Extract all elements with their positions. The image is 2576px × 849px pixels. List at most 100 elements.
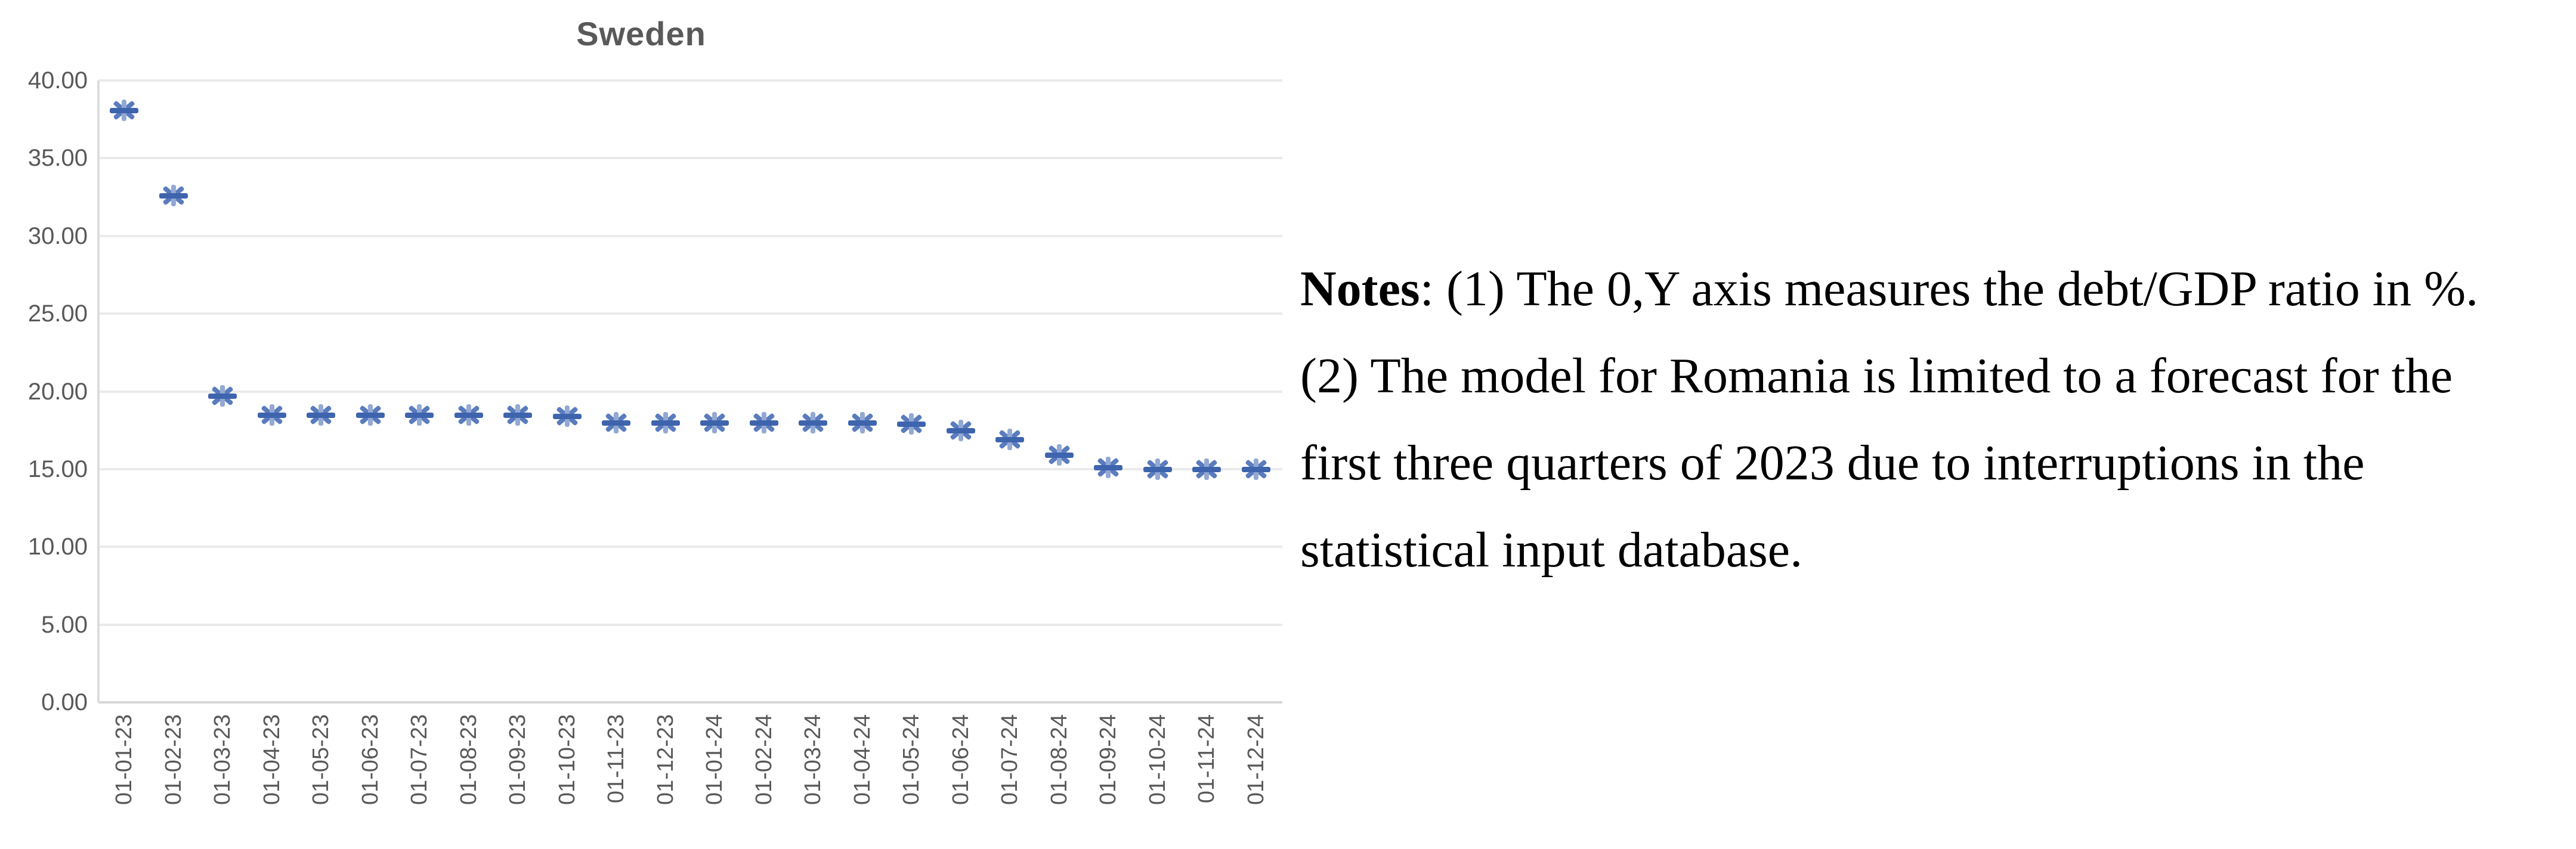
gridline xyxy=(98,701,1282,704)
chart-title: Sweden xyxy=(576,15,706,52)
marker-dash-icon xyxy=(1241,466,1270,472)
gridline xyxy=(98,157,1282,160)
x-axis-tick-label: 01-04-24 xyxy=(849,714,875,805)
notes-line-2: (2) The model for Romania is limited to … xyxy=(1300,348,2453,404)
gridline xyxy=(98,234,1282,237)
gridline xyxy=(98,79,1282,82)
data-point-marker xyxy=(1094,457,1122,479)
data-point-marker xyxy=(208,385,237,407)
y-axis-tick-label: 35.00 xyxy=(27,145,88,172)
x-axis-tick-label: 01-12-24 xyxy=(1243,714,1269,805)
marker-dash-icon xyxy=(1044,453,1074,458)
data-point-marker xyxy=(946,419,975,441)
data-point-marker xyxy=(159,184,188,206)
x-axis-tick-label: 01-06-24 xyxy=(948,714,973,805)
data-point-marker xyxy=(848,411,877,433)
x-axis-tick-label: 01-03-24 xyxy=(800,714,825,805)
marker-dash-icon xyxy=(651,420,680,426)
y-axis-line xyxy=(97,80,100,702)
data-point-marker xyxy=(995,429,1024,451)
marker-dash-icon xyxy=(355,412,385,418)
data-point-marker xyxy=(1241,458,1270,480)
data-point-marker xyxy=(749,411,778,433)
gridline xyxy=(98,467,1282,470)
marker-dash-icon xyxy=(602,420,630,426)
data-point-marker xyxy=(602,411,630,433)
data-point-marker xyxy=(1143,458,1172,480)
x-axis-tick-label: 01-06-23 xyxy=(357,714,383,805)
marker-dash-icon xyxy=(110,107,138,113)
marker-dash-icon xyxy=(405,412,434,418)
marker-dash-icon xyxy=(700,420,729,426)
x-axis-tick-label: 01-05-24 xyxy=(899,714,924,805)
y-axis-tick-label: 25.00 xyxy=(27,300,88,327)
marker-dash-icon xyxy=(995,437,1024,443)
gridline xyxy=(98,623,1282,626)
data-point-marker xyxy=(405,404,434,426)
marker-dash-icon xyxy=(848,420,877,426)
data-point-marker xyxy=(307,404,335,426)
gridline xyxy=(98,312,1282,315)
data-point-marker xyxy=(651,411,680,433)
x-axis-tick-label: 01-08-24 xyxy=(1046,714,1072,805)
x-axis-tick-label: 01-01-23 xyxy=(112,714,137,805)
data-point-marker xyxy=(257,404,286,426)
y-axis-tick-label: 15.00 xyxy=(27,456,88,482)
data-point-marker xyxy=(454,404,483,426)
x-axis-tick-label: 01-11-23 xyxy=(604,714,629,804)
marker-dash-icon xyxy=(1192,466,1221,472)
data-point-marker xyxy=(355,404,385,426)
marker-dash-icon xyxy=(307,412,335,418)
marker-dash-icon xyxy=(454,412,483,418)
marker-dash-icon xyxy=(799,420,827,426)
y-axis-tick-label: 10.00 xyxy=(27,534,88,560)
notes-block: Notes: (1) The 0,Y axis measures the deb… xyxy=(1300,246,2576,594)
marker-dash-icon xyxy=(749,420,778,426)
x-axis-tick-label: 01-10-23 xyxy=(554,714,580,805)
marker-dash-icon xyxy=(552,414,582,420)
gridline xyxy=(98,546,1282,549)
x-axis-tick-label: 01-09-23 xyxy=(505,714,530,805)
x-axis-tick-label: 01-08-23 xyxy=(456,714,481,805)
notes-line-4: statistical input database. xyxy=(1300,522,1803,578)
data-point-marker xyxy=(110,99,138,121)
marker-dash-icon xyxy=(159,193,188,199)
x-axis-tick-label: 01-11-24 xyxy=(1194,714,1219,804)
y-axis-tick-label: 5.00 xyxy=(41,611,88,638)
x-axis-tick-label: 01-04-23 xyxy=(259,714,284,805)
x-axis-tick-label: 01-03-23 xyxy=(210,714,235,805)
x-axis-tick-label: 01-10-24 xyxy=(1145,714,1170,805)
y-axis-tick-label: 40.00 xyxy=(27,67,88,94)
data-point-marker xyxy=(552,405,582,427)
notes-line-3: first three quarters of 2023 due to inte… xyxy=(1300,435,2365,491)
x-axis-tick-label: 01-07-23 xyxy=(407,714,432,805)
data-point-marker xyxy=(700,411,729,433)
sweden-chart: Sweden 0.00 5.00 10.00 15.00 20.00 25.00 30.00… xyxy=(27,15,1282,805)
data-point-marker xyxy=(1192,458,1221,480)
x-axis-tick-label: 01-02-24 xyxy=(751,714,777,805)
x-axis-tick-label: 01-07-24 xyxy=(997,714,1022,805)
notes-line-1: Notes: (1) The 0,Y axis measures the deb… xyxy=(1300,246,2576,333)
marker-dash-icon xyxy=(208,393,237,399)
marker-dash-icon xyxy=(503,412,532,418)
data-point-marker xyxy=(503,404,532,426)
marker-dash-icon xyxy=(257,412,286,418)
y-axis-tick-label: 20.00 xyxy=(27,378,88,405)
x-axis-tick-label: 01-01-24 xyxy=(702,714,727,805)
data-point-marker xyxy=(1044,444,1074,466)
x-axis-tick-label: 01-05-23 xyxy=(308,714,333,805)
marker-dash-icon xyxy=(1094,465,1122,471)
notes-label: Notes xyxy=(1300,261,1420,317)
y-axis-tick-label: 0.00 xyxy=(41,689,88,715)
x-axis-tick-label: 01-12-23 xyxy=(652,714,678,805)
notes-line-1-text: : (1) The 0,Y axis measures the debt/GDP… xyxy=(1420,261,2479,317)
marker-dash-icon xyxy=(946,427,975,433)
marker-dash-icon xyxy=(897,422,926,427)
y-axis-tick-label: 30.00 xyxy=(27,222,88,249)
gridline xyxy=(98,390,1282,393)
data-point-marker xyxy=(799,411,827,433)
data-point-marker xyxy=(897,413,926,435)
x-axis-tick-label: 01-09-24 xyxy=(1096,714,1121,805)
marker-dash-icon xyxy=(1143,466,1172,472)
